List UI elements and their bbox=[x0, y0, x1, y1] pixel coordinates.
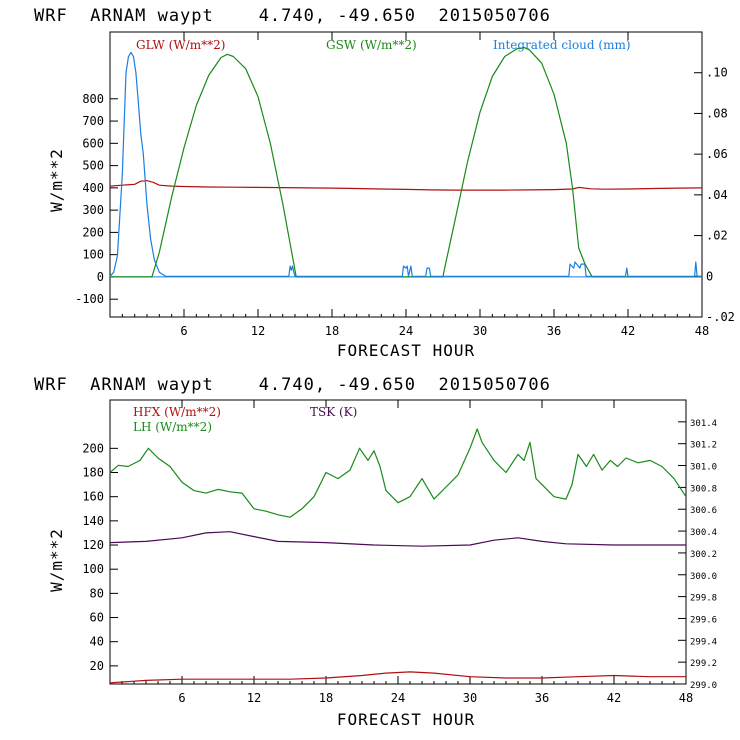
bottom-chart-y2-tick-label-1: 301.2 bbox=[690, 441, 717, 451]
top-chart-y-tick-label-600: 600 bbox=[82, 136, 104, 150]
bottom-chart-x-tick-label-30: 30 bbox=[463, 691, 477, 705]
bottom-chart-y-tick-label-100: 100 bbox=[82, 562, 104, 576]
bottom-chart-x-tick-label-24: 24 bbox=[391, 691, 405, 705]
top-chart-y-tick-label-700: 700 bbox=[82, 114, 104, 128]
top-chart-y-tick-label-0: 0 bbox=[97, 270, 104, 284]
bottom-plot-area: 6 12 18 24 30 36 42 48 20 40 60 80 100 120 140 160 180 20… bbox=[82, 399, 717, 705]
top-chart-series-line-gsw bbox=[110, 46, 702, 278]
bottom-chart-x-tick-label-12: 12 bbox=[247, 691, 261, 705]
top-chart-x-tick-label-48: 48 bbox=[695, 324, 709, 338]
top-legend-integrated-cloud: Integrated cloud (mm) bbox=[493, 38, 631, 52]
bottom-chart-x-tick-label-6: 6 bbox=[178, 691, 185, 705]
bottom-legend-tsk: TSK (K) bbox=[310, 405, 357, 419]
top-chart-y-tick-label-500: 500 bbox=[82, 159, 104, 173]
top-chart-x-tick-label-24: 24 bbox=[399, 324, 413, 338]
bottom-chart-y2-tick-label-5: 300.4 bbox=[690, 528, 717, 538]
bottom-legend-lh: LH (W/m**2) bbox=[133, 420, 212, 434]
top-chart-x-tick-label-30: 30 bbox=[473, 324, 487, 338]
bottom-chart-x-tick-label-36: 36 bbox=[535, 691, 549, 705]
bottom-chart-y-tick-label-180: 180 bbox=[82, 466, 104, 480]
bottom-chart-y-tick-label-20: 20 bbox=[90, 659, 104, 673]
top-chart-y2-tick-label-6: -.02 bbox=[706, 310, 735, 324]
top-chart-y2-tick-label-4: .02 bbox=[706, 229, 728, 243]
bottom-chart-y2-tick-label-0: 301.4 bbox=[690, 419, 717, 429]
top-plot-area: 6 12 18 24 30 36 42 48 -100 0 100 200 300 400 500 600 70… bbox=[75, 31, 735, 338]
bottom-chart: WRF ARNAM waypt 4.740, -49.650 201505070… bbox=[34, 375, 717, 729]
bottom-chart-y2-tick-label-9: 299.6 bbox=[690, 615, 717, 625]
top-chart-series-line-integrated bbox=[109, 51, 702, 277]
bottom-chart-x-axis-label: FORECAST HOUR bbox=[337, 710, 475, 729]
top-chart: WRF ARNAM waypt 4.740, -49.650 201505070… bbox=[34, 6, 735, 360]
bottom-chart-series-line-tsk bbox=[109, 531, 686, 547]
top-chart-x-axis-label: FORECAST HOUR bbox=[337, 341, 475, 360]
bottom-chart-y-tick-label-80: 80 bbox=[90, 586, 104, 600]
top-chart-y-tick-label-800: 800 bbox=[82, 92, 104, 106]
bottom-chart-y2-tick-label-8: 299.8 bbox=[690, 594, 717, 604]
top-chart-x-tick-label-36: 36 bbox=[547, 324, 561, 338]
bottom-chart-y-tick-label-60: 60 bbox=[90, 611, 104, 625]
top-chart-y-tick-label--100: -100 bbox=[75, 292, 104, 306]
top-chart-series-line-glw bbox=[109, 180, 703, 191]
bottom-chart-x-tick-label-42: 42 bbox=[607, 691, 621, 705]
top-chart-y-tick-label-100: 100 bbox=[82, 248, 104, 262]
top-chart-y-tick-label-400: 400 bbox=[82, 181, 104, 195]
top-chart-title: WRF ARNAM waypt 4.740, -49.650 201505070… bbox=[34, 6, 551, 26]
bottom-chart-y2-tick-label-6: 300.2 bbox=[690, 550, 717, 560]
top-chart-x-tick-label-12: 12 bbox=[251, 324, 265, 338]
bottom-chart-y-tick-label-200: 200 bbox=[82, 441, 104, 455]
top-chart-y2-tick-label-3: .04 bbox=[706, 188, 728, 202]
bottom-chart-y2-tick-label-11: 299.2 bbox=[690, 659, 717, 669]
top-chart-x-tick-label-42: 42 bbox=[621, 324, 635, 338]
bottom-chart-y-tick-label-120: 120 bbox=[82, 538, 104, 552]
top-chart-y2-tick-label-5: 0 bbox=[706, 269, 713, 283]
bottom-chart-y2-tick-label-10: 299.4 bbox=[690, 637, 717, 647]
bottom-chart-y2-tick-label-3: 300.8 bbox=[690, 484, 717, 494]
top-chart-y-tick-label-200: 200 bbox=[82, 225, 104, 239]
bottom-chart-y2-tick-label-4: 300.6 bbox=[690, 506, 717, 516]
top-chart-y2-tick-label-1: .08 bbox=[706, 106, 728, 120]
bottom-chart-y-tick-label-140: 140 bbox=[82, 514, 104, 528]
top-chart-y-tick-label-300: 300 bbox=[82, 203, 104, 217]
bottom-chart-x-tick-label-48: 48 bbox=[679, 691, 693, 705]
top-chart-x-tick-label-18: 18 bbox=[325, 324, 339, 338]
top-chart-y2-tick-label-2: .06 bbox=[706, 147, 728, 161]
bottom-chart-y2-tick-label-2: 301.0 bbox=[690, 463, 717, 473]
bottom-chart-y2-tick-label-7: 300.0 bbox=[690, 572, 717, 582]
top-legend-glw: GLW (W/m**2) bbox=[136, 38, 225, 52]
bottom-chart-y-tick-label-160: 160 bbox=[82, 490, 104, 504]
bottom-chart-y2-tick-label-12: 299.0 bbox=[690, 681, 717, 691]
bottom-chart-title: WRF ARNAM waypt 4.740, -49.650 201505070… bbox=[34, 375, 551, 395]
top-chart-y2-tick-label-0: .10 bbox=[706, 66, 728, 80]
bottom-chart-y-tick-label-40: 40 bbox=[90, 635, 104, 649]
bottom-chart-x-tick-label-18: 18 bbox=[319, 691, 333, 705]
top-chart-x-tick-label-6: 6 bbox=[180, 324, 187, 338]
top-legend-gsw: GSW (W/m**2) bbox=[326, 38, 417, 52]
bottom-chart-y-axis-label: W/m**2 bbox=[47, 528, 66, 592]
bottom-chart-series-line-hfx bbox=[109, 671, 686, 684]
bottom-chart-series-line-lh bbox=[109, 428, 687, 518]
bottom-legend-hfx: HFX (W/m**2) bbox=[133, 405, 221, 419]
top-chart-y-axis-label: W/m**2 bbox=[47, 148, 66, 212]
